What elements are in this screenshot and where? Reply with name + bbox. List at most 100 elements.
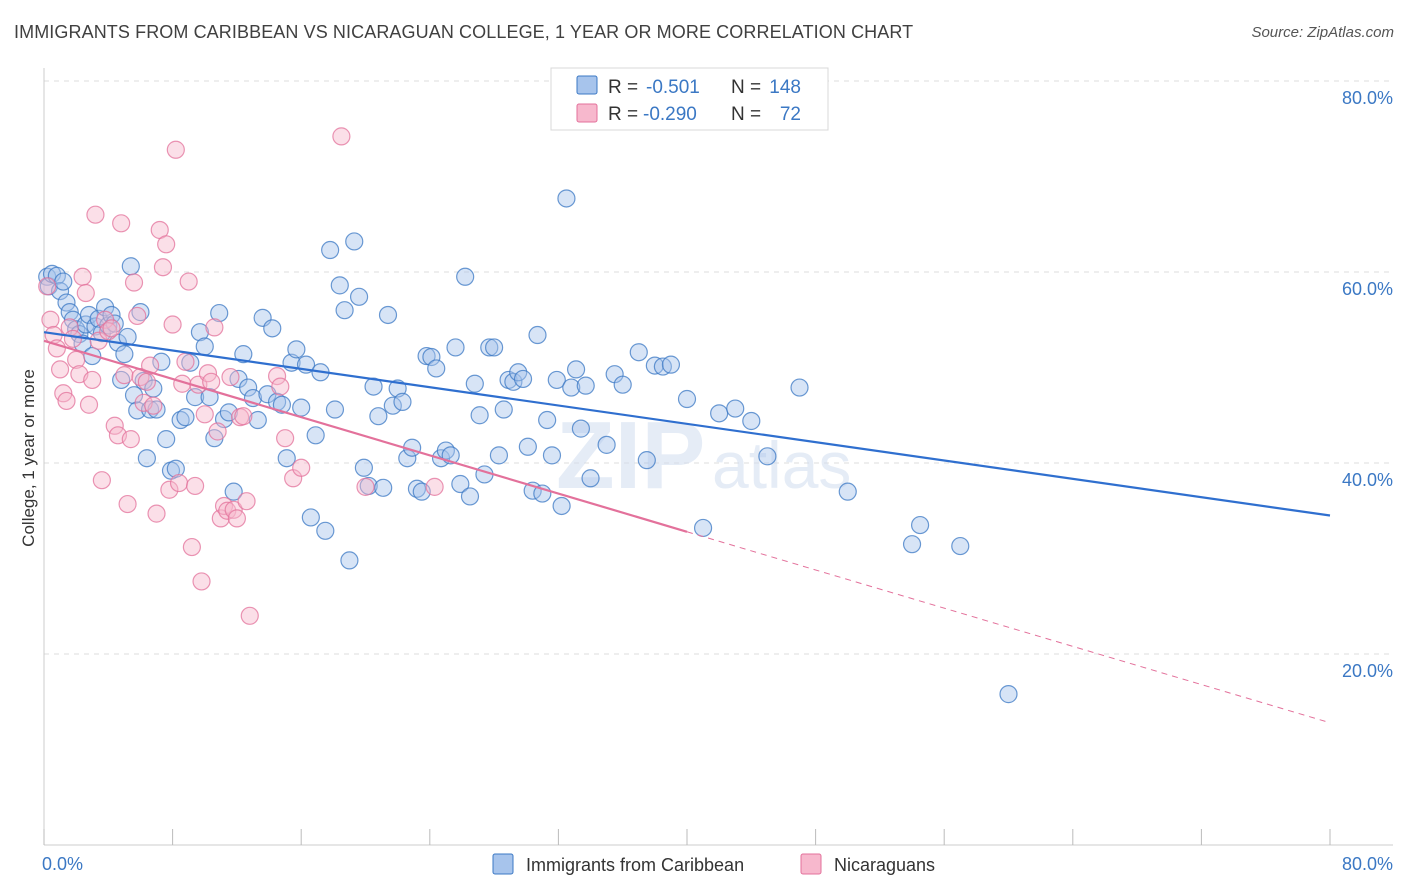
y-tick-20: 20.0% xyxy=(1342,661,1393,681)
point-nicaraguans xyxy=(267,366,287,386)
point-caribbean xyxy=(693,518,713,538)
gridlines xyxy=(44,80,1393,655)
point-nicaraguans xyxy=(292,458,311,477)
point-nicaraguans xyxy=(208,422,227,441)
point-nicaraguans xyxy=(192,572,211,591)
point-caribbean xyxy=(446,338,465,357)
x-tick-min: 0.0% xyxy=(42,854,83,874)
legend-n-value-blue: 148 xyxy=(769,77,801,98)
point-caribbean xyxy=(790,378,809,397)
point-nicaraguans xyxy=(41,310,60,329)
point-caribbean xyxy=(263,319,282,338)
point-caribbean xyxy=(494,400,513,419)
point-caribbean xyxy=(99,316,118,335)
legend-label-caribbean: Immigrants from Caribbean xyxy=(526,855,744,875)
point-caribbean xyxy=(354,458,373,477)
point-nicaraguans xyxy=(153,258,173,277)
point-nicaraguans xyxy=(157,235,176,254)
legend-swatch-pink xyxy=(576,103,598,123)
point-caribbean xyxy=(118,327,137,347)
point-nicaraguans xyxy=(218,501,237,520)
point-nicaraguans xyxy=(276,429,295,448)
point-nicaraguans xyxy=(118,494,137,514)
point-nicaraguans xyxy=(112,214,131,233)
point-nicaraguans xyxy=(169,473,189,493)
point-nicaraguans xyxy=(195,405,214,424)
point-caribbean xyxy=(838,482,857,501)
point-caribbean xyxy=(374,478,393,497)
point-caribbean xyxy=(330,276,349,295)
point-nicaraguans xyxy=(38,277,57,296)
point-caribbean xyxy=(210,303,229,323)
y-tick-60: 60.0% xyxy=(1342,279,1393,299)
point-caribbean xyxy=(451,474,470,494)
legend-swatch-blue xyxy=(576,75,598,95)
point-caribbean xyxy=(470,406,489,425)
point-caribbean xyxy=(287,340,306,359)
point-caribbean xyxy=(393,392,412,411)
legend-n-value-pink: 72 xyxy=(780,104,801,125)
point-caribbean xyxy=(562,378,581,397)
series-legend: Immigrants from Caribbean Nicaraguans xyxy=(492,853,935,875)
point-nicaraguans xyxy=(182,537,201,557)
x-tick-max: 80.0% xyxy=(1342,854,1393,874)
point-nicaraguans xyxy=(221,367,240,387)
point-caribbean xyxy=(547,370,566,390)
series-caribbean-points xyxy=(38,189,1018,704)
point-caribbean xyxy=(190,323,210,342)
point-caribbean xyxy=(200,388,219,407)
legend-swatch-nicaraguans xyxy=(800,853,822,875)
point-caribbean xyxy=(57,293,76,312)
point-nicaraguans xyxy=(356,477,375,496)
point-nicaraguans xyxy=(332,127,351,146)
point-caribbean xyxy=(325,400,345,419)
point-caribbean xyxy=(629,343,648,362)
point-caribbean xyxy=(710,404,729,423)
legend-r-label-pink: R = xyxy=(608,104,638,125)
point-caribbean xyxy=(54,272,73,291)
point-caribbean xyxy=(301,508,320,527)
point-caribbean xyxy=(277,449,296,468)
point-nicaraguans xyxy=(163,315,182,334)
point-caribbean xyxy=(248,410,267,430)
point-nicaraguans xyxy=(86,205,105,224)
point-nicaraguans xyxy=(99,322,118,341)
point-caribbean xyxy=(152,352,171,371)
point-caribbean xyxy=(726,399,745,418)
point-caribbean xyxy=(513,369,533,389)
point-caribbean xyxy=(637,451,656,470)
y-tick-40: 40.0% xyxy=(1342,470,1393,490)
chart-title: IMMIGRANTS FROM CARIBBEAN VS NICARAGUAN … xyxy=(14,22,914,42)
point-caribbean xyxy=(480,338,499,357)
point-nicaraguans xyxy=(121,430,140,449)
point-nicaraguans xyxy=(79,395,99,414)
point-caribbean xyxy=(951,536,970,556)
point-nicaraguans xyxy=(105,416,124,435)
point-nicaraguans xyxy=(237,492,256,511)
point-caribbean xyxy=(485,338,504,357)
point-nicaraguans xyxy=(227,509,246,528)
point-caribbean xyxy=(422,347,441,367)
point-nicaraguans xyxy=(234,407,253,426)
point-nicaraguans xyxy=(186,476,205,496)
point-caribbean xyxy=(115,345,134,364)
point-caribbean xyxy=(407,479,427,498)
watermark-zip: ZIP xyxy=(556,402,705,509)
point-caribbean xyxy=(613,375,632,394)
point-caribbean xyxy=(902,535,922,554)
point-caribbean xyxy=(124,386,144,405)
point-caribbean xyxy=(171,410,190,430)
legend-label-nicaraguans: Nicaraguans xyxy=(834,855,935,875)
point-caribbean xyxy=(306,426,325,445)
point-nicaraguans xyxy=(166,140,185,159)
point-caribbean xyxy=(137,449,156,468)
point-caribbean xyxy=(219,403,238,422)
legend-r-value-pink: -0.290 xyxy=(643,104,697,125)
point-caribbean xyxy=(157,430,176,449)
point-caribbean xyxy=(239,378,258,397)
point-caribbean xyxy=(224,482,243,501)
point-nicaraguans xyxy=(92,471,111,490)
point-caribbean xyxy=(340,551,359,570)
point-caribbean xyxy=(166,459,185,478)
point-nicaraguans xyxy=(425,477,444,496)
